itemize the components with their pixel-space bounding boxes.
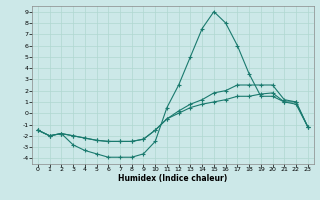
X-axis label: Humidex (Indice chaleur): Humidex (Indice chaleur) [118,174,228,183]
